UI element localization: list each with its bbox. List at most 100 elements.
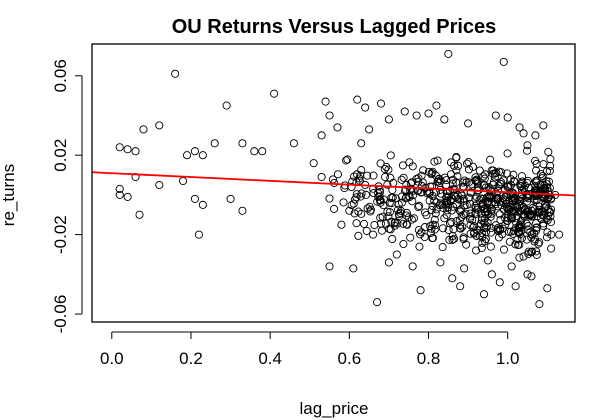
- data-point: [465, 214, 474, 224]
- data-point: [531, 131, 540, 140]
- data-point: [369, 230, 378, 239]
- data-point: [483, 256, 492, 265]
- data-point: [462, 240, 471, 249]
- data-point: [440, 115, 449, 124]
- data-point: [369, 171, 378, 180]
- data-point: [420, 223, 429, 232]
- data-point: [448, 179, 457, 188]
- data-point: [381, 219, 390, 228]
- data-point: [530, 237, 539, 246]
- data-point: [415, 242, 424, 251]
- data-point: [414, 203, 423, 212]
- data-point: [131, 172, 140, 182]
- data-point: [543, 180, 552, 189]
- data-point: [482, 193, 491, 202]
- data-points: [115, 49, 564, 309]
- data-point: [155, 180, 164, 190]
- data-point: [527, 212, 536, 221]
- data-point: [469, 229, 479, 238]
- data-point: [466, 221, 475, 230]
- data-point: [533, 212, 542, 221]
- data-point: [486, 155, 495, 164]
- data-point: [380, 165, 389, 174]
- data-point: [515, 123, 524, 132]
- data-point: [505, 237, 514, 246]
- data-point: [357, 189, 366, 198]
- data-point: [513, 235, 522, 244]
- data-point: [464, 158, 473, 167]
- data-point: [432, 101, 441, 110]
- data-point: [542, 202, 551, 211]
- data-point: [522, 219, 531, 228]
- data-point: [438, 200, 447, 209]
- data-point: [436, 189, 445, 198]
- data-point: [522, 235, 531, 244]
- data-point: [182, 151, 192, 160]
- y-tick-label: -0.06: [51, 295, 70, 334]
- data-point: [409, 214, 419, 223]
- data-point: [495, 278, 504, 287]
- data-point: [523, 225, 532, 234]
- data-point: [483, 218, 492, 227]
- data-point: [350, 172, 359, 181]
- data-point: [505, 182, 514, 192]
- x-tick-label: 0.8: [417, 349, 441, 368]
- data-point: [115, 184, 124, 194]
- data-point: [354, 231, 363, 240]
- data-point: [504, 182, 513, 191]
- data-point: [317, 131, 326, 140]
- data-point: [428, 191, 437, 200]
- data-point: [402, 180, 411, 190]
- data-point: [258, 147, 267, 156]
- data-point: [547, 244, 556, 253]
- data-point: [401, 185, 410, 194]
- data-point: [475, 231, 484, 240]
- data-point: [458, 222, 467, 231]
- data-point: [496, 215, 505, 224]
- data-point: [541, 203, 550, 212]
- data-point: [352, 219, 361, 228]
- data-point: [452, 166, 461, 175]
- x-tick-label: 0.6: [338, 349, 362, 368]
- data-point: [428, 201, 437, 211]
- data-point: [487, 209, 496, 218]
- y-tick-label: -0.02: [51, 215, 70, 254]
- data-point: [442, 176, 451, 185]
- data-point: [480, 181, 489, 190]
- data-point: [418, 178, 427, 187]
- data-point: [480, 219, 489, 228]
- data-point: [408, 262, 417, 271]
- data-point: [115, 143, 124, 152]
- data-point: [384, 165, 393, 174]
- data-point: [433, 156, 442, 165]
- data-point: [448, 235, 457, 244]
- data-point: [487, 270, 496, 279]
- data-point: [519, 129, 528, 138]
- data-point: [539, 121, 548, 130]
- data-point: [353, 95, 362, 104]
- data-point: [515, 240, 524, 249]
- data-point: [514, 227, 523, 236]
- data-point: [531, 166, 541, 175]
- data-point: [355, 174, 364, 183]
- data-point: [449, 225, 458, 234]
- data-point: [524, 221, 533, 231]
- data-point: [430, 215, 439, 224]
- data-point: [155, 121, 164, 130]
- data-point: [387, 217, 396, 226]
- data-point: [354, 207, 363, 216]
- data-point: [439, 203, 448, 212]
- data-point: [361, 190, 371, 199]
- data-point: [465, 193, 474, 202]
- data-point: [487, 199, 496, 208]
- data-point: [517, 182, 526, 191]
- data-point: [510, 177, 519, 186]
- data-point: [399, 173, 408, 182]
- data-point: [384, 258, 393, 267]
- data-point: [347, 182, 356, 192]
- x-axis: 0.0 0.2 0.4 0.6 0.8 1.0: [100, 331, 520, 368]
- data-point: [546, 155, 555, 164]
- data-point: [339, 198, 348, 207]
- data-point: [428, 234, 437, 243]
- data-point: [388, 234, 397, 244]
